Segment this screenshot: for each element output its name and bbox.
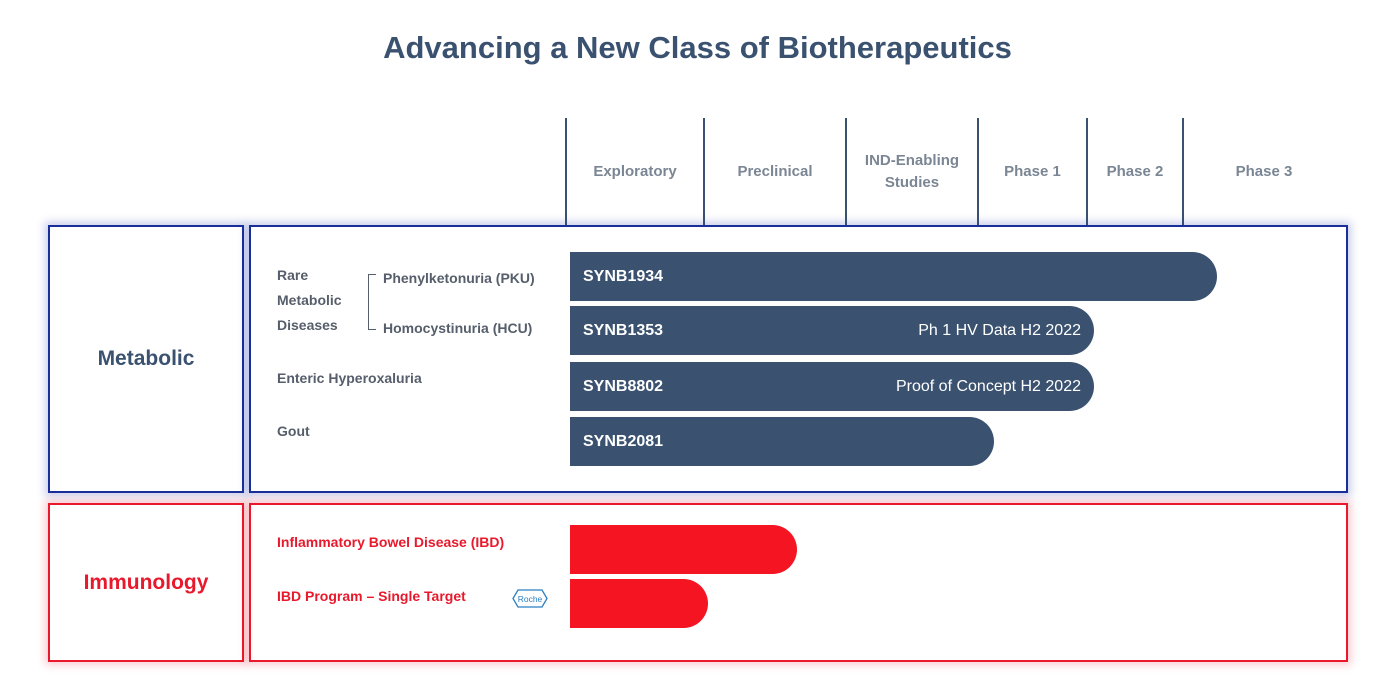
- bar-label-synb1934: SYNB1934: [583, 267, 664, 285]
- metabolic-category-label: Metabolic: [97, 347, 195, 370]
- phase-preclinical: Preclinical: [737, 163, 813, 180]
- bracket-line: [368, 274, 376, 330]
- ibd-single-target-label: IBD Program – Single Target: [277, 588, 466, 604]
- immunology-category-box: Immunology: [48, 503, 244, 662]
- ibd-label: Inflammatory Bowel Disease (IBD): [277, 534, 505, 550]
- phase-divider: [565, 118, 567, 226]
- bar-synb1353: SYNB1353 Ph 1 HV Data H2 2022: [570, 306, 1094, 355]
- immunology-panel: [249, 503, 1348, 662]
- enteric-hyperoxaluria-label: Enteric Hyperoxaluria: [277, 370, 422, 386]
- bar-note-synb8802: Proof of Concept H2 2022: [895, 377, 1081, 395]
- page-title: Advancing a New Class of Biotherapeutics: [383, 30, 1012, 65]
- phase-3: Phase 3: [1235, 163, 1293, 180]
- phase-exploratory: Exploratory: [593, 163, 677, 180]
- bar-label-synb8802: SYNB8802: [583, 377, 664, 395]
- phase-divider: [1182, 118, 1184, 226]
- phase-ind-enabling: IND-Enabling Studies: [864, 152, 960, 191]
- bar-label-synb2081: SYNB2081: [583, 432, 664, 450]
- immunology-category-label: Immunology: [83, 570, 209, 594]
- phase-2: Phase 2: [1106, 163, 1164, 180]
- metabolic-category-box: Metabolic: [48, 225, 244, 493]
- phase-1: Phase 1: [1004, 163, 1061, 180]
- bar-synb8802: SYNB8802 Proof of Concept H2 2022: [570, 362, 1094, 411]
- bar-synb2081: SYNB2081: [570, 417, 994, 466]
- bar-ibd-single-target: [570, 579, 708, 628]
- rare-metabolic-label: Rare Metabolic Diseases: [277, 267, 342, 333]
- gout-label: Gout: [277, 423, 310, 439]
- roche-logo-icon: Roche: [512, 589, 548, 608]
- bar-synb1934: SYNB1934: [570, 252, 1217, 301]
- phase-divider: [703, 118, 705, 226]
- phase-divider: [845, 118, 847, 226]
- bar-ibd: [570, 525, 797, 574]
- phase-divider: [1086, 118, 1088, 226]
- phase-divider: [977, 118, 979, 226]
- hcu-label: Homocystinuria (HCU): [383, 320, 533, 336]
- pku-label: Phenylketonuria (PKU): [383, 270, 535, 286]
- bar-note-synb1353: Ph 1 HV Data H2 2022: [918, 321, 1081, 339]
- roche-logo-text: Roche: [518, 594, 543, 604]
- bar-label-synb1353: SYNB1353: [583, 321, 664, 339]
